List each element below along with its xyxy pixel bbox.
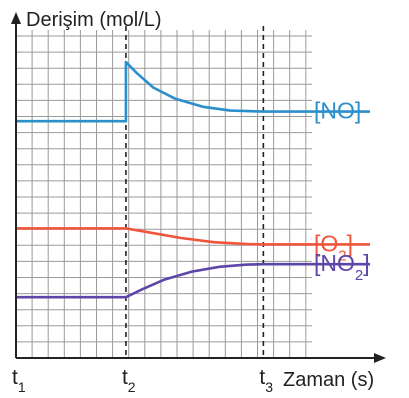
x-tick-label-2: t3 [259, 366, 273, 395]
x-tick-labels: t1 t2 t3 [12, 366, 273, 395]
y-axis-arrow [11, 12, 21, 24]
series-line-2 [16, 262, 370, 299]
x-axis-label: Zaman (s) [283, 369, 374, 391]
series-label-2: [NO2] [314, 250, 370, 284]
reference-lines [125, 26, 265, 358]
x-tick-label-1: t2 [122, 366, 136, 395]
series-labels: [NO] [O2][NO2] [314, 98, 370, 284]
series-line-1 [16, 227, 370, 246]
axes [11, 12, 386, 363]
series-label-0: [NO] [314, 98, 361, 124]
x-tick-label-0: t1 [12, 366, 26, 395]
series-line-0 [16, 60, 370, 123]
series-label-1: [O2] [314, 230, 353, 264]
grid [16, 30, 312, 358]
y-axis-label: Derişim (mol/L) [26, 9, 162, 31]
series-group [16, 60, 370, 299]
x-axis-arrow [374, 353, 386, 363]
